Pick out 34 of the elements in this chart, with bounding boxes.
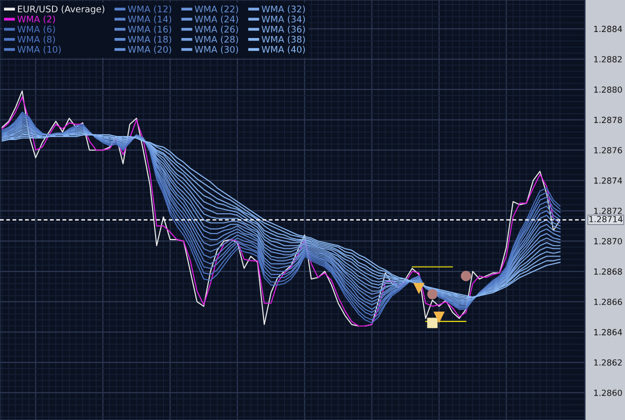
legend-label: WMA (6) [17,26,55,34]
legend-label: WMA (34) [262,16,305,24]
y-tick-label: 1.2884 [594,26,622,32]
legend-label: WMA (36) [262,26,305,34]
legend-label: WMA (18) [128,36,172,44]
y-tick-label: 1.2874 [594,177,622,184]
legend-label: WMA (20) [128,46,172,54]
legend-label: WMA (40) [262,46,305,54]
legend-label: WMA (38) [262,36,305,44]
y-tick-label: 1.2864 [594,329,622,336]
legend-label: WMA (16) [128,26,172,34]
legend-label: WMA (10) [17,46,61,54]
y-tick-label: 1.2862 [594,359,622,366]
legend-label: WMA (24) [194,16,238,24]
legend-label: WMA (12) [128,5,172,14]
legend-label: WMA (8) [17,36,55,44]
legend-label: WMA (14) [128,16,172,24]
legend-label: WMA (2) [17,16,55,24]
y-tick-label: 1.2878 [594,116,622,124]
y-tick-label: 1.2876 [594,147,622,154]
legend-label: WMA (32) [262,5,305,14]
legend-label: WMA (26) [194,26,238,34]
legend-label: WMA (28) [194,36,238,44]
ref-line-label: 1.28714 [589,216,623,222]
y-tick-label: 1.2882 [594,56,622,62]
y-tick-label: 1.2860 [594,390,622,396]
y-tick-label: 1.2866 [594,298,622,306]
y-tick-label: 1.2880 [594,86,622,93]
y-tick-label: 1.2870 [594,238,622,244]
y-tick-label: 1.2872 [594,208,622,214]
legend-label: EUR/USD (Average) [18,5,104,14]
legend-label: WMA (30) [194,46,238,54]
y-tick-label: 1.2868 [594,268,622,275]
legend-label: WMA (22) [194,5,238,14]
